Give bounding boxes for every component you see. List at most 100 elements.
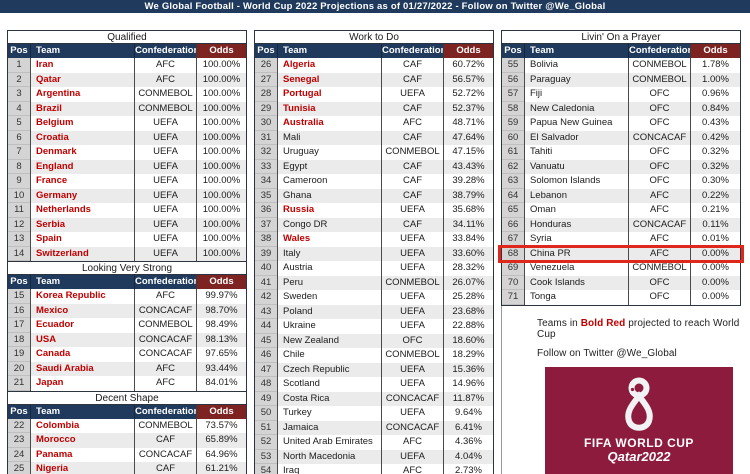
table-row: 34 Cameroon CAF 39.28%: [255, 174, 493, 189]
table-header-row: Pos Team Confederation Odds: [8, 404, 246, 419]
cell-odds: 22.88%: [443, 319, 493, 334]
column-right: Livin' On a Prayer Pos Team Confederation Od…: [498, 30, 744, 474]
cell-pos: 20: [8, 361, 30, 376]
cell-confederation: AFC: [628, 188, 690, 203]
table-row: 15 Korea Republic AFC 99.97%: [8, 289, 246, 304]
cell-confederation: CONMEBOL: [134, 101, 196, 116]
cell-confederation: UEFA: [381, 319, 443, 334]
cell-pos: 35: [255, 188, 277, 203]
projection-note: Teams in Bold Red projected to reach Wor…: [537, 318, 741, 340]
cell-confederation: UEFA: [381, 304, 443, 319]
table-row: 60 El Salvador CONCACAF 0.42%: [502, 130, 740, 145]
cell-pos: 24: [8, 447, 30, 462]
cell-confederation: CONMEBOL: [134, 418, 196, 433]
cell-odds: 100.00%: [196, 101, 246, 116]
cell-confederation: CAF: [381, 101, 443, 116]
title-banner: We Global Football - World Cup 2022 Proj…: [0, 0, 750, 13]
emblem-accent-dot: [630, 387, 635, 392]
cell-odds: 33.84%: [443, 232, 493, 247]
cell-confederation: CONMEBOL: [134, 318, 196, 333]
table-row: 52 United Arab Emirates AFC 4.36%: [255, 435, 493, 450]
cell-confederation: CONCACAF: [381, 391, 443, 406]
table-row: 70 Cook Islands OFC 0.00%: [502, 275, 740, 290]
right-tables: Livin' On a Prayer Pos Team Confederation Od…: [498, 30, 744, 306]
cell-team: El Salvador: [524, 130, 628, 145]
cell-confederation: OFC: [628, 87, 690, 102]
table-row: 41 Peru CONMEBOL 26.07%: [255, 275, 493, 290]
cell-pos: 69: [502, 261, 524, 276]
cell-pos: 28: [255, 87, 277, 102]
cell-team: Switzerland: [30, 246, 134, 261]
cell-pos: 4: [8, 101, 30, 116]
cell-team: Argentina: [30, 87, 134, 102]
cell-confederation: UEFA: [381, 246, 443, 261]
cell-confederation: CONCACAF: [381, 420, 443, 435]
table-row: 37 Congo DR CAF 34.11%: [255, 217, 493, 232]
table-row: 10 Germany UEFA 100.00%: [8, 188, 246, 203]
cell-team: Venezuela: [524, 261, 628, 276]
cell-team: Colombia: [30, 418, 134, 433]
cell-odds: 100.00%: [196, 188, 246, 203]
cell-confederation: AFC: [134, 58, 196, 73]
column-header-confederation: Confederation: [134, 404, 200, 419]
table-row: 53 North Macedonia UEFA 4.04%: [255, 449, 493, 464]
cell-pos: 58: [502, 101, 524, 116]
cell-odds: 4.36%: [443, 435, 493, 450]
cell-team: Ghana: [277, 188, 381, 203]
cell-confederation: CONCACAF: [628, 217, 690, 232]
cell-odds: 6.41%: [443, 420, 493, 435]
cell-odds: 0.42%: [690, 130, 740, 145]
cell-odds: 0.32%: [690, 145, 740, 160]
cell-confederation: UEFA: [381, 232, 443, 247]
table-row: 1 Iran AFC 100.00%: [8, 58, 246, 73]
cell-pos: 25: [8, 462, 30, 474]
cell-pos: 39: [255, 246, 277, 261]
cell-confederation: UEFA: [381, 449, 443, 464]
logo-title: FIFA WORLD CUP: [584, 436, 694, 450]
cell-confederation: AFC: [134, 361, 196, 376]
cell-odds: 35.68%: [443, 203, 493, 218]
table-header-row: Pos Team Confederation Odds: [8, 44, 246, 58]
column-header-confederation: Confederation: [134, 44, 200, 58]
table-section: Decent Shape Pos Team Confederation Odds 22 Co…: [7, 390, 247, 474]
table-row: 24 Panama CONCACAF 64.96%: [8, 447, 246, 462]
cell-team: Lebanon: [524, 188, 628, 203]
column-header-pos: Pos: [8, 275, 30, 289]
table-row: 47 Czech Republic UEFA 15.36%: [255, 362, 493, 377]
cell-pos: 56: [502, 72, 524, 87]
cell-odds: 15.36%: [443, 362, 493, 377]
cell-odds: 64.96%: [196, 447, 246, 462]
cell-odds: 100.00%: [196, 174, 246, 189]
cell-team: Tonga: [524, 290, 628, 305]
cell-odds: 97.65%: [196, 347, 246, 362]
cell-pos: 55: [502, 58, 524, 73]
table-row: 4 Brazil CONMEBOL 100.00%: [8, 101, 246, 116]
cell-odds: 61.21%: [196, 462, 246, 474]
cell-pos: 60: [502, 130, 524, 145]
cell-confederation: CAF: [134, 462, 196, 474]
column-header-pos: Pos: [255, 44, 277, 58]
cell-team: Jamaica: [277, 420, 381, 435]
cell-team: Solomon Islands: [524, 174, 628, 189]
cell-confederation: UEFA: [134, 188, 196, 203]
cell-confederation: UEFA: [134, 246, 196, 261]
table-row: 49 Costa Rica CONCACAF 11.87%: [255, 391, 493, 406]
cell-team: Congo DR: [277, 217, 381, 232]
cell-odds: 100.00%: [196, 58, 246, 73]
cell-pos: 31: [255, 130, 277, 145]
cell-odds: 100.00%: [196, 72, 246, 87]
cell-confederation: OFC: [628, 174, 690, 189]
cell-team: Morocco: [30, 433, 134, 448]
column-header-odds: Odds: [443, 44, 493, 58]
table-row: 55 Bolivia CONMEBOL 1.78%: [502, 58, 740, 73]
cell-odds: 14.96%: [443, 377, 493, 392]
table-row: 32 Uruguay CONMEBOL 47.15%: [255, 145, 493, 160]
cell-pos: 46: [255, 348, 277, 363]
cell-odds: 0.01%: [690, 232, 740, 247]
cell-team: Austria: [277, 261, 381, 276]
table-row: 58 New Caledonia OFC 0.84%: [502, 101, 740, 116]
table-row: 9 France UEFA 100.00%: [8, 174, 246, 189]
cell-confederation: UEFA: [381, 87, 443, 102]
cell-team: Czech Republic: [277, 362, 381, 377]
table-row: 39 Italy UEFA 33.60%: [255, 246, 493, 261]
